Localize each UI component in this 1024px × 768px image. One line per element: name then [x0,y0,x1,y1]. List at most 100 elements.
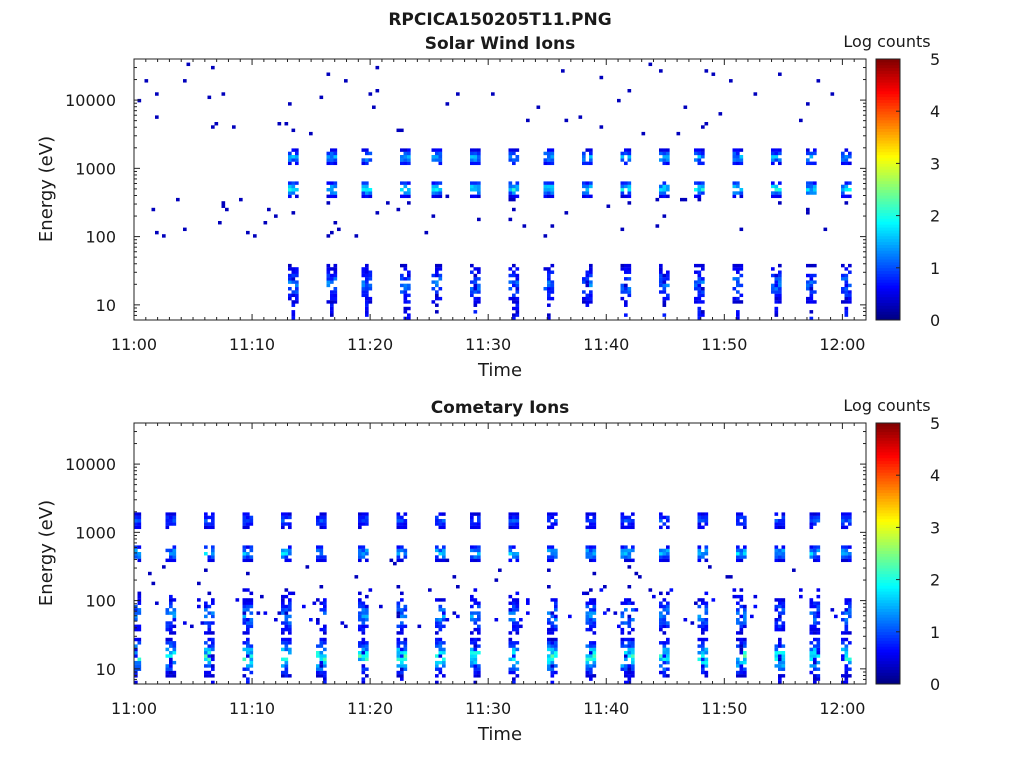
spectrogram-cell [806,188,810,192]
spectrogram-cell [403,552,408,556]
spectrogram-cell [470,525,474,530]
spectrogram-cell [284,664,289,668]
spectrogram-cell [662,161,667,166]
spectrogram-cell [848,522,852,526]
spectrogram-cell [697,548,702,553]
colorbar-tick-label: 5 [930,50,940,69]
spectrogram-cell [732,181,737,185]
spectrogram-cell [190,624,194,629]
spectrogram-cell [473,558,478,563]
colorbar-segment [876,446,900,450]
spectrogram-cell [736,552,740,556]
spectrogram-cell [508,151,513,156]
spectrogram-cell [736,161,740,166]
spectrogram-cell [624,657,628,662]
spectrogram-cell [288,591,292,596]
spectrogram-cell [284,624,289,629]
spectrogram-cell [435,641,439,645]
spectrogram-cell [620,525,625,530]
spectrogram-cell [841,155,845,159]
spectrogram-cell [697,604,702,609]
spectrogram-cell [739,263,744,268]
spectrogram-cell [473,654,478,658]
spectrogram-cell [242,522,247,526]
spectrogram-cell [197,581,201,586]
spectrogram-cell [736,158,740,162]
spectrogram-cell [330,155,334,159]
spectrogram-cell [438,598,443,602]
spectrogram-cell [627,188,632,192]
spectrogram-cell [400,631,404,635]
spectrogram-cell [585,674,590,678]
spectrogram-cell [333,161,338,166]
spectrogram-cell [732,184,737,189]
spectrogram-cell [134,660,138,665]
spectrogram-cell [638,575,642,579]
spectrogram-cell [543,234,548,238]
spectrogram-cell [288,263,292,268]
spectrogram-cell [620,667,625,671]
spectrogram-cell [435,296,439,301]
spectrogram-cell [697,515,702,520]
spectrogram-cell [361,148,366,152]
spectrogram-cell [841,611,845,615]
spectrogram-cell [834,614,838,619]
spectrogram-cell [442,624,446,629]
colorbar-segment [876,623,900,627]
spectrogram-cell [323,660,327,665]
spectrogram-cell [809,647,814,652]
spectrogram-cell [400,608,404,612]
spectrogram-cell [330,181,334,185]
figure-title: RPCICA150205T11.PNG [388,10,611,30]
spectrogram-cell [515,194,520,199]
spectrogram-cell [589,296,593,301]
spectrogram-cell [323,515,327,520]
spectrogram-cell [396,644,401,648]
spectrogram-cell [330,290,334,294]
spectrogram-cell [134,664,138,668]
spectrogram-cell [477,670,481,675]
spectrogram-cell [659,515,663,520]
spectrogram-cell [442,598,446,602]
spectrogram-cell [704,515,709,520]
spectrogram-cell [368,300,373,304]
spectrogram-cell [403,194,408,199]
spectrogram-cell [435,548,439,553]
spectrogram-cell [701,287,705,291]
spectrogram-cell [512,184,516,189]
spectrogram-cell [771,194,775,199]
spectrogram-cell [246,651,250,655]
spectrogram-cell [169,519,173,523]
spectrogram-cell [739,624,744,629]
spectrogram-cell [400,647,404,652]
spectrogram-cell [753,594,758,599]
spectrogram-cell [435,263,439,268]
spectrogram-cell [844,647,849,652]
spectrogram-cell [631,522,635,526]
spectrogram-cell [323,611,327,615]
spectrogram-cell [284,644,289,648]
spectrogram-cell [697,555,702,559]
spectrogram-cell [186,62,191,67]
spectrogram-cell [844,680,849,685]
spectrogram-cell [666,519,670,523]
spectrogram-cell [701,637,705,642]
spectrogram-cell [515,283,520,288]
spectrogram-cell [662,515,667,520]
spectrogram-cell [477,651,481,655]
spectrogram-cell [288,608,292,612]
spectrogram-cell [627,598,632,602]
spectrogram-cell [284,604,289,609]
spectrogram-cell [442,674,446,678]
spectrogram-cell [365,552,369,556]
spectrogram-cell [774,191,779,195]
spectrogram-cell [774,310,779,314]
spectrogram-cell [564,118,569,123]
spectrogram-cell [694,151,698,156]
colorbar-segment [876,61,900,66]
spectrogram-cell [291,277,296,281]
spectrogram-cell [666,624,670,629]
spectrogram-cell [246,621,250,625]
spectrogram-cell [743,548,747,553]
spectrogram-cell [305,565,310,569]
